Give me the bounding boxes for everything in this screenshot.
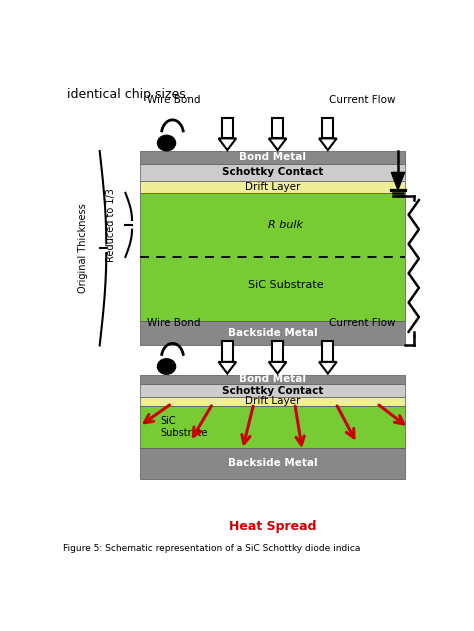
- Polygon shape: [272, 118, 283, 138]
- Text: Bond Metal: Bond Metal: [239, 374, 306, 384]
- Text: Current Flow: Current Flow: [329, 319, 395, 328]
- Polygon shape: [392, 172, 405, 190]
- Polygon shape: [219, 362, 236, 374]
- Text: Bond Metal: Bond Metal: [239, 152, 306, 162]
- Text: Heat Spread: Heat Spread: [228, 521, 316, 533]
- Bar: [140, 447, 405, 479]
- Polygon shape: [222, 341, 233, 362]
- Text: Drift Layer: Drift Layer: [245, 396, 300, 406]
- Text: Reduced to 1/3: Reduced to 1/3: [107, 188, 117, 262]
- Text: Wire Bond: Wire Bond: [147, 95, 201, 105]
- Polygon shape: [219, 138, 236, 150]
- Polygon shape: [319, 138, 337, 150]
- Text: Current Flow: Current Flow: [329, 95, 395, 105]
- Bar: [140, 375, 405, 384]
- Ellipse shape: [157, 359, 175, 374]
- Text: identical chip sizes.: identical chip sizes.: [66, 88, 189, 101]
- Text: Original Thickness: Original Thickness: [78, 203, 88, 293]
- Text: Backside Metal: Backside Metal: [228, 458, 317, 468]
- Polygon shape: [272, 341, 283, 362]
- Polygon shape: [319, 362, 337, 374]
- Text: SiC Substrate: SiC Substrate: [248, 280, 323, 290]
- Text: Schottky Contact: Schottky Contact: [222, 386, 323, 396]
- Text: Drift Layer: Drift Layer: [245, 182, 300, 192]
- Text: Wire Bond: Wire Bond: [147, 319, 201, 328]
- Polygon shape: [269, 138, 286, 150]
- Bar: [140, 397, 405, 406]
- Bar: [140, 321, 405, 345]
- Text: Schottky Contact: Schottky Contact: [222, 167, 323, 177]
- Bar: [140, 181, 405, 193]
- Bar: [140, 384, 405, 397]
- Bar: [140, 163, 405, 181]
- Text: Figure 5: Schematic representation of a SiC Schottky diode indica: Figure 5: Schematic representation of a …: [63, 544, 360, 553]
- Text: SiC
Substrate: SiC Substrate: [160, 416, 208, 437]
- Text: Backside Metal: Backside Metal: [228, 328, 317, 338]
- Bar: [140, 151, 405, 163]
- Ellipse shape: [157, 135, 175, 151]
- Bar: [140, 193, 405, 321]
- Polygon shape: [222, 118, 233, 138]
- Text: R bulk: R bulk: [268, 220, 303, 230]
- Bar: [140, 406, 405, 447]
- Polygon shape: [269, 362, 286, 374]
- Polygon shape: [322, 341, 334, 362]
- Polygon shape: [322, 118, 334, 138]
